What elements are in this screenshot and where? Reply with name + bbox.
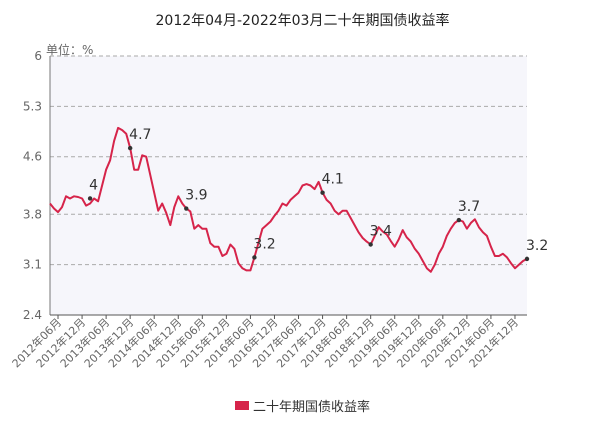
annotation-label: 4.1 — [322, 172, 344, 188]
annotation-marker — [87, 196, 93, 201]
y-tick-label: 3.8 — [23, 207, 42, 221]
unit-label: 单位：% — [46, 42, 93, 57]
annotation-marker — [524, 256, 530, 262]
annotation-label: 3.2 — [526, 238, 548, 254]
chart-title: 2012年04月-2022年03月二十年期国债收益率 — [155, 13, 450, 29]
annotation-label: 4 — [89, 177, 98, 193]
y-tick-label: 2.4 — [23, 308, 42, 322]
annotation-marker — [252, 255, 257, 260]
annotation-marker — [320, 190, 325, 195]
data-annotations: 4 4.7 3.9 3.2 4.1 3.4 3.7 3.2 — [87, 127, 548, 262]
annotation-marker — [368, 242, 373, 247]
axes — [49, 56, 527, 316]
y-axis-ticks: 6 5.3 4.6 3.8 3.1 2.4 — [23, 49, 42, 322]
legend-swatch — [234, 401, 249, 410]
annotation-marker — [456, 217, 462, 223]
y-tick-label: 5.3 — [23, 99, 42, 113]
y-tick-label: 6 — [34, 49, 42, 63]
annotation-label: 3.7 — [458, 199, 480, 215]
series-line-20y-yield — [49, 126, 528, 273]
plot-area — [50, 56, 527, 315]
legend-label: 二十年期国债收益率 — [252, 400, 370, 415]
annotation-label: 3.2 — [253, 236, 275, 252]
annotation-label: 4.7 — [129, 127, 151, 143]
annotation-marker — [127, 145, 133, 151]
annotation-marker — [184, 206, 189, 211]
x-axis-ticks: 2012年06月2012年12月2013年06月2013年12月2014年06月… — [9, 315, 521, 370]
legend: 二十年期国债收益率 — [0, 396, 605, 415]
annotation-label: 3.9 — [185, 188, 207, 204]
y-tick-label: 3.1 — [23, 258, 42, 272]
annotation-label: 3.4 — [370, 223, 392, 239]
y-tick-label: 4.6 — [23, 150, 42, 164]
